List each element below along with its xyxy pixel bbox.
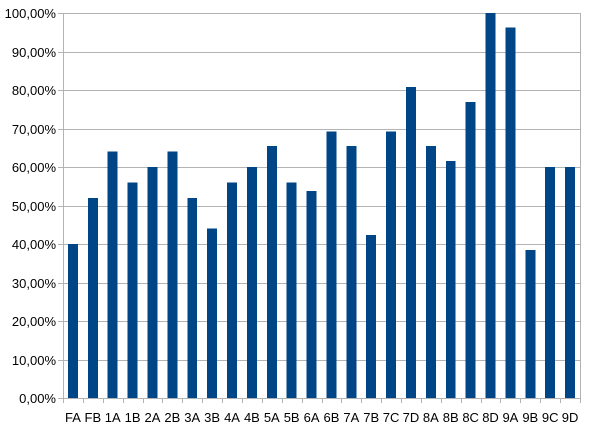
x-tick-label: 8C xyxy=(462,410,479,425)
x-tick-label: 7D xyxy=(403,410,420,425)
x-tick-labels: FA FB 1A 1B 2A 2B 3A 3B 4A 4B 5A 5B 6A 6B 7A 7B 7C 7D 8A 8B… xyxy=(65,410,578,425)
x-tick-label: 6B xyxy=(323,410,339,425)
bar-8d xyxy=(485,13,496,398)
y-tick-label: 10,00% xyxy=(12,353,57,368)
x-tick-label: 6A xyxy=(304,410,320,425)
y-tick-label: 30,00% xyxy=(12,276,57,291)
x-tick-label: 7A xyxy=(343,410,359,425)
bar-8b xyxy=(445,161,456,398)
x-tick-label: 5A xyxy=(264,410,280,425)
bar-9c xyxy=(545,167,556,398)
bar-6b xyxy=(326,131,337,398)
bar-2a xyxy=(147,167,158,398)
x-tick-label: 9C xyxy=(542,410,559,425)
x-tick-label: 8B xyxy=(443,410,459,425)
x-tick-label: 9A xyxy=(502,410,518,425)
bar-5a xyxy=(266,146,277,398)
bar-9b xyxy=(525,249,536,398)
bar-6a xyxy=(306,190,317,398)
bar-2b xyxy=(167,151,178,398)
bar-7a xyxy=(346,146,357,398)
axes xyxy=(63,13,581,403)
bar-9d xyxy=(565,167,576,398)
x-tick-label: 8D xyxy=(482,410,499,425)
x-tick-label: 4A xyxy=(224,410,240,425)
x-tick-label: 8A xyxy=(423,410,439,425)
bar-fa xyxy=(67,244,78,398)
bar-8c xyxy=(465,101,476,398)
x-tick-label: 9D xyxy=(562,410,579,425)
bar-3a xyxy=(187,197,198,398)
x-tick-label: 1B xyxy=(125,410,141,425)
bars xyxy=(67,13,576,399)
bar-8a xyxy=(425,146,436,398)
y-tick-label: 20,00% xyxy=(12,314,57,329)
x-tick-label: 3A xyxy=(184,410,200,425)
x-tick-label: 7B xyxy=(363,410,379,425)
bar-5b xyxy=(286,182,297,398)
y-tick-label: 80,00% xyxy=(12,83,57,98)
y-tick-label: 90,00% xyxy=(12,45,57,60)
y-tick-label: 70,00% xyxy=(12,122,57,137)
x-tick-label: 2B xyxy=(164,410,180,425)
bar-7d xyxy=(406,86,416,399)
bar-3b xyxy=(207,228,218,398)
y-tick-label: 100,00% xyxy=(5,6,57,21)
x-tick-label: 2A xyxy=(145,410,161,425)
bar-7c xyxy=(386,131,397,398)
x-tick-label: 1A xyxy=(105,410,121,425)
y-tick-labels: 0,00% 10,00% 20,00% 30,00% 40,00% 50,00% 60,00… xyxy=(5,6,57,406)
bar-1b xyxy=(127,182,138,398)
x-tick-label: 3B xyxy=(204,410,220,425)
bar-9a xyxy=(505,27,516,398)
y-tick-label: 0,00% xyxy=(19,391,56,406)
bar-fb xyxy=(87,197,98,398)
x-tick-label: 4B xyxy=(244,410,260,425)
x-tick-label: 5B xyxy=(284,410,300,425)
y-tick-label: 60,00% xyxy=(12,160,57,175)
bar-7b xyxy=(366,235,377,398)
x-tick-label: 9B xyxy=(522,410,538,425)
x-tick-label: FB xyxy=(85,410,102,425)
x-tick-label: 7C xyxy=(383,410,400,425)
x-tick-label: FA xyxy=(65,410,81,425)
y-tick-label: 50,00% xyxy=(12,199,57,214)
y-tick-label: 40,00% xyxy=(12,237,57,252)
bar-4b xyxy=(246,167,257,398)
bar-4a xyxy=(227,182,237,398)
bar-1a xyxy=(107,151,118,398)
